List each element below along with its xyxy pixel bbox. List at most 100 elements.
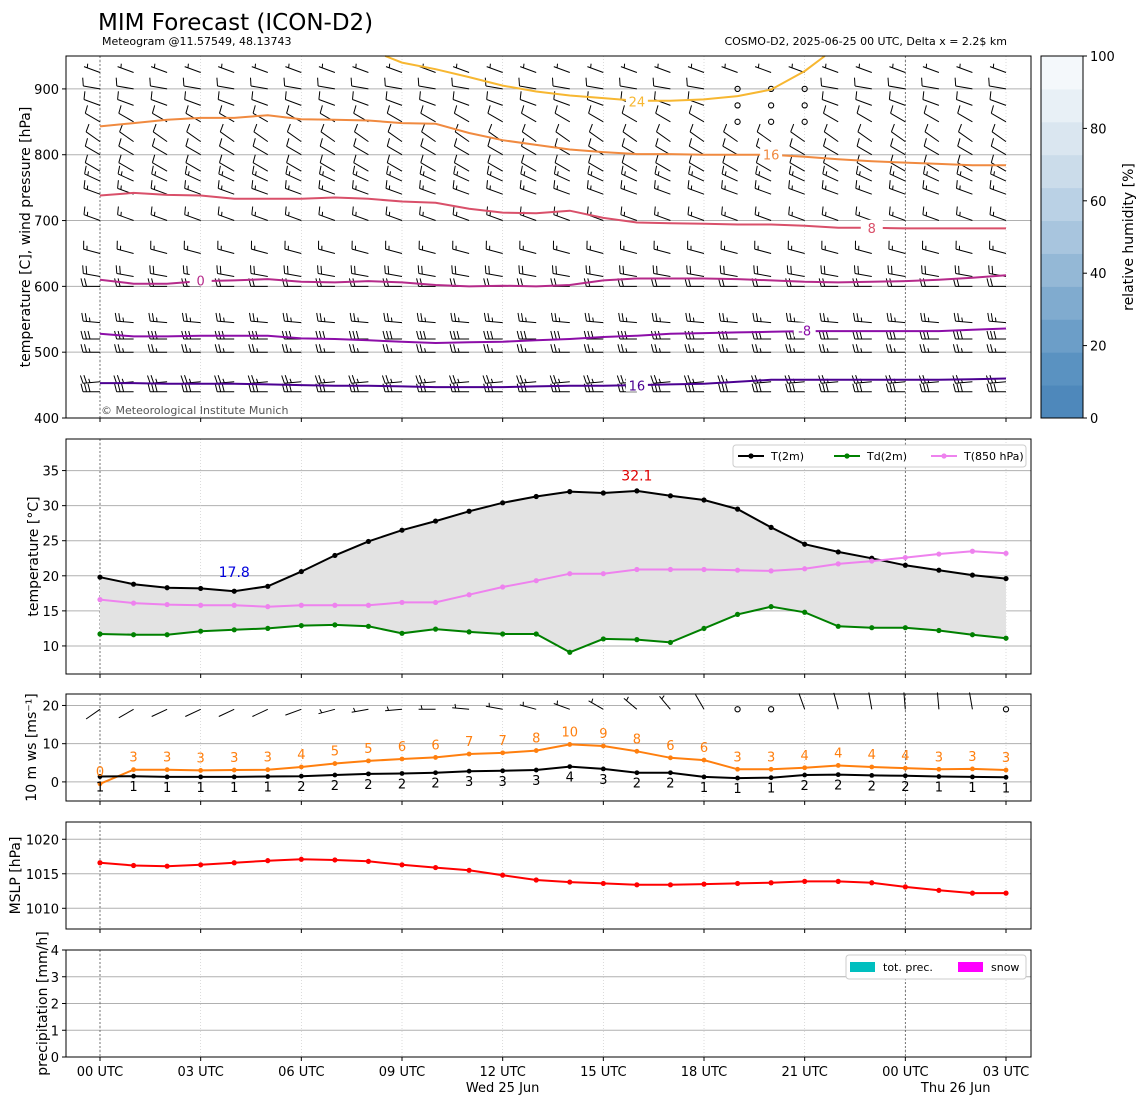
wind-barb [823,154,839,172]
data-point [600,743,606,749]
wind-barb [452,91,470,106]
calm-circle [734,102,741,109]
data-point [1003,890,1009,896]
gust-value-label: 3 [163,751,171,766]
wind-barb [788,63,805,73]
wind-barb [453,165,470,182]
wind-barb [115,77,134,90]
colorbar-frame [1040,55,1084,419]
wind-barb [650,383,671,393]
wind-barb [148,312,168,324]
isotherm-label: 24 [629,95,646,110]
data-point [466,508,472,514]
temperature-panel: 10 15 20 25 30 35 32.1 17.8 T(2m) Td(2m) T(850 hPa… [26,438,1032,678]
data-point [533,767,539,773]
isotherm-label: 16 [763,149,780,164]
gust-value-label: 3 [767,750,775,765]
wind-barb [653,240,671,254]
wind-barb [421,123,436,143]
wind-barb [217,240,235,254]
wind-barb [250,77,268,90]
wind-barb [352,180,369,195]
isotherm-label-bg [860,219,883,234]
wind-barb [253,123,269,143]
isotherm-label: 16 [629,380,646,395]
data-point [567,742,573,747]
legend-box [732,444,1027,468]
wind-barb [956,91,973,106]
gust-value-label: 3 [935,750,943,765]
wind-barb [785,383,805,393]
wind-barb [181,383,201,393]
wind-barb [989,240,1007,254]
legend-marker [941,453,947,459]
wind-barb [650,375,671,384]
data-point [567,649,573,655]
wind-barb [833,692,839,710]
wind-barb [181,330,201,340]
wind-barb [185,138,201,156]
wind-barb [756,123,772,143]
wind-barb [185,154,201,172]
gust-value-label: 0 [96,765,104,780]
y-tick-label: 2 [51,998,59,1013]
wind-barb [656,123,671,143]
wind-barb [620,240,638,254]
y-tick-label: 10 [42,738,59,753]
wind-barb [214,344,235,353]
legend-swatch [958,962,983,972]
y-tick-label: 20 [42,570,59,585]
wind-barb [419,180,436,195]
wind-barb [721,63,738,73]
legend-label: snow [991,961,1019,974]
gust-value-label: 7 [499,734,507,749]
wind-barb [885,330,906,340]
colorbar-segment [1041,286,1083,320]
calm-circle [734,118,741,125]
speed-value-label: 2 [868,779,876,794]
wind-barb [903,692,906,710]
y-tick-label: 25 [42,535,59,550]
wind-barb [147,330,168,340]
wind-barb [719,265,738,277]
speed-value-label: 1 [733,782,741,797]
calm-circle [801,102,808,109]
wind-barb [684,383,704,393]
wind-barb [820,265,839,277]
wind-barb [520,165,537,182]
speed-value-label: 2 [431,777,439,792]
wind-barb [923,165,940,182]
wind-barb [688,165,705,182]
wind-barb [853,312,872,324]
wind-barb [453,105,470,123]
wind-barb [318,206,336,221]
wind-barb [654,91,671,106]
wind-barb [117,206,134,221]
wind-barb [654,165,671,182]
speed-value-label: 2 [364,778,372,793]
wind-barb [785,330,805,340]
wind-barb [420,154,436,172]
data-point [466,629,472,635]
wind-barb [788,165,805,182]
wind-barb [921,265,939,277]
isotherm-label-bg [625,377,648,392]
wind-barb [922,206,940,221]
humidity-colorbar: 0 20 40 60 80 100 relative humidity [%] [1040,50,1137,427]
gust-value-label: 4 [297,748,305,763]
wind-barb [818,344,839,353]
wind-barb [818,383,839,393]
wind-barb [113,375,134,384]
wind-barb [684,278,704,287]
wind-barb [754,180,772,195]
wind-barb [352,91,369,106]
gust-value-label: 6 [431,738,439,753]
wind-barb [84,154,101,172]
colorbar-tick-label: 40 [1090,267,1107,282]
temperature-band-fill [100,490,1006,653]
wind-barb [216,265,235,277]
speed-value-label: 1 [700,781,708,796]
wind-barb [251,63,268,73]
data-point [164,774,170,780]
